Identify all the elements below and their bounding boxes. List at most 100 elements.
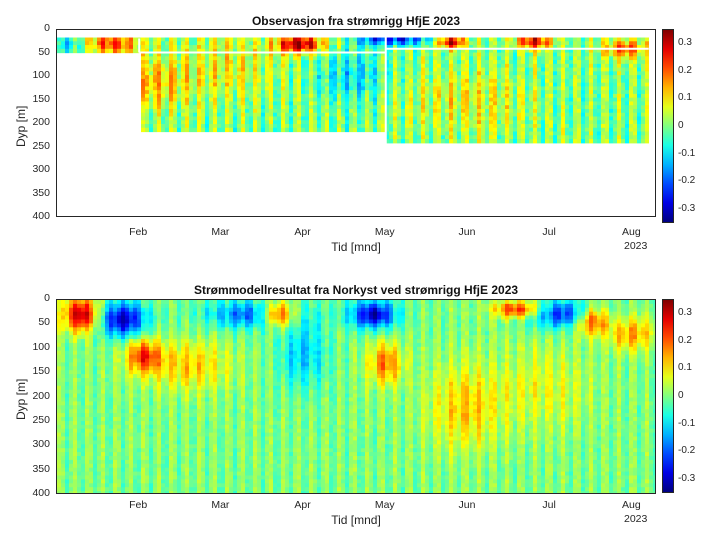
heatmap-cell — [101, 389, 106, 395]
heatmap-cell — [109, 483, 114, 488]
heatmap-cell — [173, 37, 177, 42]
heatmap-cell — [257, 108, 261, 114]
heatmap-cell — [109, 311, 114, 317]
heatmap-cell — [477, 101, 481, 106]
heatmap-cell — [577, 75, 581, 80]
heatmap-cell — [337, 97, 341, 103]
heatmap-cell — [313, 41, 317, 46]
heatmap-cell — [89, 424, 94, 430]
heatmap-cell — [165, 479, 170, 484]
heatmap-cell — [157, 354, 162, 360]
heatmap-cell — [573, 78, 577, 84]
heatmap-cell — [589, 120, 593, 125]
heatmap-cell — [65, 409, 70, 414]
heatmap-cell — [117, 420, 122, 426]
heatmap-cell — [149, 417, 154, 422]
heatmap-cell — [141, 63, 145, 69]
heatmap-cell — [169, 86, 173, 91]
heatmap-cell — [153, 90, 157, 95]
heatmap-cell — [121, 487, 126, 492]
heatmap-cell — [469, 105, 473, 110]
heatmap-cell — [293, 105, 297, 110]
heatmap-cell — [389, 48, 393, 54]
heatmap-cell — [113, 389, 118, 395]
heatmap-cell — [333, 124, 337, 129]
heatmap-cell — [69, 358, 74, 363]
heatmap-cell — [537, 127, 541, 133]
heatmap-cell — [409, 71, 413, 76]
heatmap-cell — [409, 90, 413, 95]
heatmap-cell — [345, 101, 349, 106]
heatmap-cell — [209, 63, 213, 69]
heatmap-cell — [217, 90, 221, 95]
heatmap-cell — [65, 378, 70, 383]
heatmap-cell — [85, 319, 90, 324]
heatmap-cell — [381, 71, 385, 76]
heatmap-cell — [301, 82, 305, 87]
heatmap-cell — [269, 75, 273, 80]
heatmap-cell — [125, 354, 130, 360]
heatmap-cell — [85, 378, 90, 383]
heatmap-cell — [637, 71, 641, 76]
heatmap-cell — [577, 127, 581, 133]
heatmap-cell — [521, 124, 525, 129]
heatmap-cell — [417, 45, 421, 50]
heatmap-cell — [465, 135, 469, 140]
heatmap-cell — [345, 124, 349, 129]
heatmap-cell — [101, 381, 106, 387]
heatmap-cell — [517, 116, 521, 121]
heatmap-cell — [617, 97, 621, 103]
heatmap-cell — [317, 71, 321, 76]
heatmap-cell — [145, 354, 150, 360]
heatmap-cell — [269, 45, 273, 50]
heatmap-cell — [157, 127, 161, 133]
heatmap-cell — [265, 116, 269, 121]
heatmap-cell — [605, 139, 609, 144]
y-tick-label: 350 — [32, 186, 50, 199]
heatmap-cell — [393, 67, 397, 72]
heatmap-cell — [465, 56, 469, 61]
heatmap-cell — [173, 428, 178, 434]
heatmap-cell — [517, 56, 521, 61]
heatmap-cell — [221, 90, 225, 95]
heatmap-cell — [629, 139, 633, 144]
heatmap-cell — [377, 52, 381, 57]
heatmap-cell — [97, 339, 102, 344]
heatmap-cell — [225, 78, 229, 84]
heatmap-cell — [529, 45, 533, 50]
heatmap-cell — [133, 456, 138, 461]
heatmap-cell — [593, 41, 597, 46]
heatmap-cell — [509, 45, 513, 50]
heatmap-cell — [125, 440, 130, 445]
heatmap-cell — [165, 48, 169, 54]
heatmap-cell — [97, 483, 102, 488]
heatmap-cell — [69, 319, 74, 324]
heatmap-cell — [145, 48, 149, 54]
heatmap-cell — [285, 75, 289, 80]
heatmap-cell — [173, 436, 178, 441]
heatmap-cell — [453, 120, 457, 125]
heatmap-cell — [449, 52, 453, 57]
heatmap-cell — [129, 311, 134, 317]
heatmap-cell — [197, 63, 201, 69]
heatmap-cell — [545, 120, 549, 125]
heatmap-cell — [429, 37, 433, 42]
heatmap-cell — [137, 366, 142, 371]
heatmap-cell — [513, 41, 517, 46]
heatmap-cell — [361, 67, 365, 72]
heatmap-cell — [81, 311, 86, 317]
heatmap-cell — [169, 374, 174, 379]
heatmap-cell — [373, 97, 377, 103]
heatmap-cell — [65, 331, 70, 336]
heatmap-cell — [121, 342, 126, 348]
heatmap-cell — [501, 131, 505, 136]
heatmap-cell — [173, 459, 178, 465]
heatmap-cell — [481, 56, 485, 61]
heatmap-cell — [145, 385, 150, 391]
heatmap-cell — [633, 116, 637, 121]
heatmap-cell — [501, 60, 505, 65]
heatmap-cell — [141, 37, 145, 42]
heatmap-cell — [153, 444, 158, 449]
heatmap-cell — [529, 131, 533, 136]
heatmap-cell — [329, 48, 333, 54]
